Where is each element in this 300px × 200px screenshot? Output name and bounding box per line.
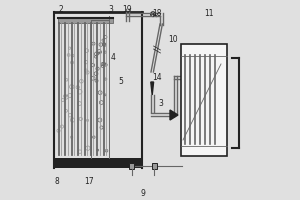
Text: 19: 19 bbox=[122, 4, 132, 14]
Polygon shape bbox=[170, 110, 178, 120]
Text: 14: 14 bbox=[152, 72, 162, 82]
Bar bbox=[181, 44, 227, 156]
Text: 5: 5 bbox=[118, 77, 123, 86]
Text: 11: 11 bbox=[204, 9, 214, 19]
Polygon shape bbox=[151, 82, 154, 95]
Text: 18: 18 bbox=[152, 8, 162, 18]
Text: 9: 9 bbox=[141, 188, 146, 198]
Bar bbox=[152, 163, 157, 169]
Bar bbox=[54, 158, 142, 168]
Text: 10: 10 bbox=[168, 34, 178, 44]
Bar bbox=[129, 163, 134, 169]
Text: 3: 3 bbox=[159, 98, 164, 108]
Bar bbox=[58, 18, 112, 23]
Text: 2: 2 bbox=[58, 4, 63, 14]
Text: 8: 8 bbox=[55, 178, 59, 186]
Text: 17: 17 bbox=[84, 178, 94, 186]
Text: 4: 4 bbox=[111, 52, 116, 62]
Text: 3: 3 bbox=[109, 4, 113, 14]
